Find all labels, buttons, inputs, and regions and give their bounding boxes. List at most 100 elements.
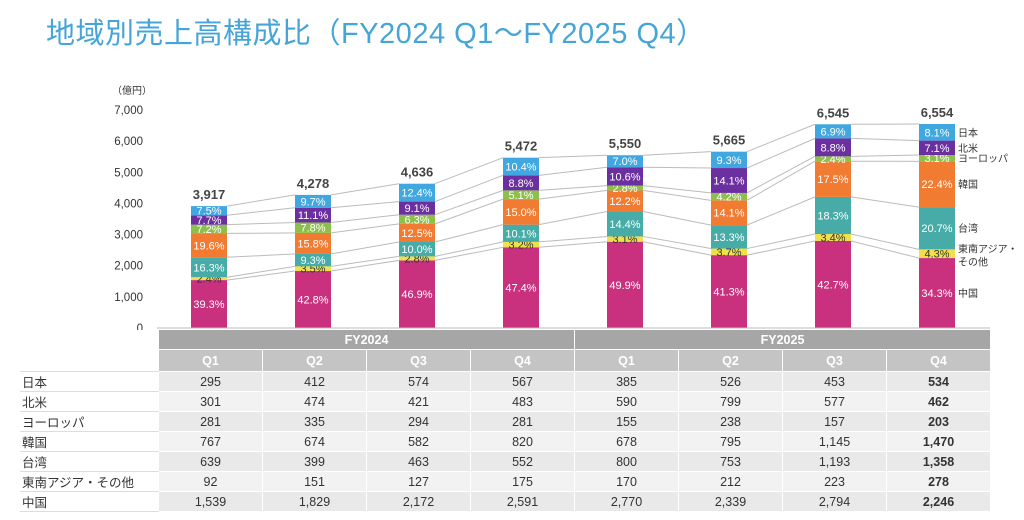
- table-cell: 170: [574, 471, 679, 492]
- connector-line: [330, 259, 400, 272]
- bar-segment: [607, 190, 643, 212]
- y-tick-label: 3,000: [114, 230, 143, 242]
- legend-label: 中国: [958, 287, 978, 300]
- pct-label: 3.7%: [716, 247, 741, 259]
- pct-label: 39.3%: [193, 299, 224, 311]
- pct-label: 9.1%: [404, 203, 429, 215]
- bar-segment: [191, 206, 227, 216]
- pct-label: 13.3%: [713, 232, 744, 244]
- table-cell: 582: [366, 431, 471, 452]
- pct-label: 3.1%: [924, 153, 949, 165]
- table-cell: 1,145: [782, 431, 887, 452]
- fiscal-year-header: FY2024: [158, 330, 575, 350]
- bar-segment: [399, 256, 435, 261]
- table-cell: 526: [678, 371, 783, 392]
- table-cell: 1,470: [886, 431, 991, 452]
- connector-line: [330, 223, 400, 234]
- bar-segment: [503, 241, 539, 248]
- total-label: 6,554: [921, 105, 954, 120]
- table-row: 東南アジア・その他 92 151 127 175 170 212 223 278: [20, 471, 991, 492]
- bar-segment: [503, 224, 539, 242]
- bar-segment: [919, 161, 955, 208]
- bar-segment: [503, 157, 539, 176]
- pct-label: 34.3%: [921, 288, 952, 300]
- table-row: 北米 301 474 421 483 590 799 577 462: [20, 391, 991, 412]
- bar-segment: [503, 247, 539, 328]
- pct-label: 3.1%: [612, 234, 637, 246]
- total-label: 4,278: [297, 176, 330, 191]
- table-cell: 2,172: [366, 491, 471, 512]
- pct-label: 3.4%: [820, 233, 845, 245]
- connector-line: [434, 224, 504, 243]
- y-tick-label: 0: [137, 323, 143, 330]
- pct-label: 7.7%: [196, 215, 221, 227]
- pct-label: 12.4%: [401, 188, 432, 200]
- pct-label: 4.2%: [716, 192, 741, 204]
- bar-segment: [815, 240, 851, 328]
- connector-line: [746, 240, 816, 256]
- pct-label: 15.8%: [297, 238, 328, 250]
- row-label: 台湾: [20, 451, 159, 472]
- pct-label: 7.8%: [300, 223, 325, 235]
- connector-line: [642, 166, 712, 169]
- bar-segment: [711, 255, 747, 328]
- table-cell: 295: [158, 371, 263, 392]
- table-cell: 799: [678, 391, 783, 412]
- table-cell: 577: [782, 391, 887, 412]
- table-cell: 590: [574, 391, 679, 412]
- row-label: 中国: [20, 491, 159, 512]
- pct-label: 3.2%: [508, 240, 533, 252]
- pct-label: 42.7%: [817, 279, 848, 291]
- quarter-header: Q2: [678, 349, 783, 372]
- connector-line: [642, 189, 712, 201]
- table-cell: 1,539: [158, 491, 263, 512]
- pct-label: 10.4%: [505, 162, 536, 174]
- legend-label: 日本: [958, 126, 978, 139]
- table-cell: 567: [470, 371, 575, 392]
- table-cell: 574: [366, 371, 471, 392]
- table-cell: 753: [678, 451, 783, 472]
- pct-label: 2.8%: [612, 183, 637, 195]
- quarter-header: Q1: [574, 349, 679, 372]
- bar-segment: [503, 199, 539, 225]
- y-tick-label: 2,000: [114, 261, 143, 273]
- bar-segment: [399, 183, 435, 202]
- connector-line: [538, 241, 608, 248]
- table-cell: 1,829: [262, 491, 367, 512]
- pct-label: 3.5%: [300, 264, 325, 276]
- bar-segment: [919, 249, 955, 259]
- y-tick-label: 1,000: [114, 292, 143, 304]
- connector-line: [434, 198, 504, 225]
- pct-label: 9.7%: [300, 196, 325, 208]
- pct-label: 49.9%: [609, 280, 640, 292]
- connector-line: [538, 189, 608, 200]
- bar-segment: [711, 192, 747, 201]
- bar-segment: [711, 168, 747, 193]
- bar-segment: [815, 156, 851, 162]
- connector-line: [330, 201, 400, 209]
- table-cell: 474: [262, 391, 367, 412]
- pct-label: 20.7%: [921, 223, 952, 235]
- row-label: 日本: [20, 371, 159, 392]
- bar-segment: [711, 200, 747, 226]
- table-cell: 175: [470, 471, 575, 492]
- pct-label: 8.8%: [820, 142, 845, 154]
- connector-line: [434, 246, 504, 261]
- bar-segment: [399, 260, 435, 328]
- quarter-header: Q1: [158, 349, 263, 372]
- pct-label: 11.1%: [298, 210, 329, 222]
- connector-line: [642, 211, 712, 226]
- connector-line: [642, 235, 712, 250]
- table-cell: 238: [678, 411, 783, 432]
- table-cell: 674: [262, 431, 367, 452]
- connector-line: [746, 160, 816, 201]
- connector-line: [330, 255, 400, 267]
- table-cell: 1,358: [886, 451, 991, 472]
- table-cell: 385: [574, 371, 679, 392]
- bar-segment: [711, 225, 747, 249]
- connector-line: [538, 166, 608, 176]
- total-label: 6,545: [817, 105, 850, 120]
- pct-label: 47.4%: [505, 283, 536, 295]
- pct-label: 7.5%: [196, 206, 221, 218]
- table-cell: 800: [574, 451, 679, 472]
